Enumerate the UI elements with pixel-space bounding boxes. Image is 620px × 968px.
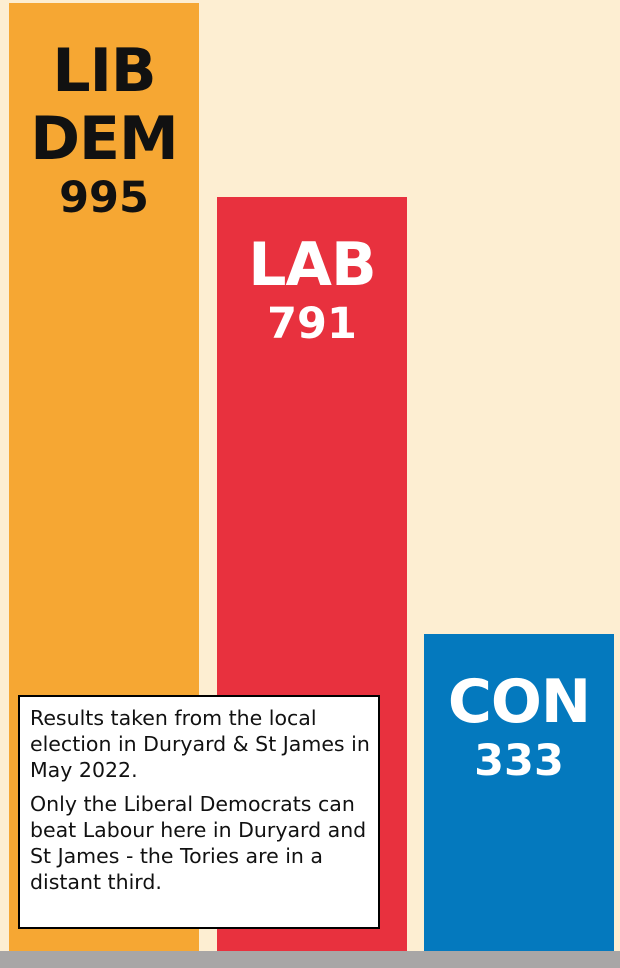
vote-count: 791 bbox=[267, 299, 357, 349]
vote-count: 995 bbox=[59, 173, 149, 223]
party-name: DEM bbox=[30, 104, 179, 174]
note-source-text: Results taken from the local election in… bbox=[30, 706, 370, 782]
bar-label: LAB 791 bbox=[217, 231, 407, 349]
note-box: Results taken from the local election in… bbox=[18, 695, 380, 929]
party-name: CON bbox=[447, 667, 591, 737]
bar-label: CON 333 bbox=[424, 668, 614, 786]
note-claim-text: Only the Liberal Democrats can beat Labo… bbox=[30, 792, 367, 894]
party-name: LAB bbox=[248, 230, 376, 300]
party-name: LIB bbox=[52, 36, 156, 106]
chart-baseline bbox=[0, 951, 620, 968]
vote-count: 333 bbox=[474, 736, 564, 786]
bar-con: CON 333 bbox=[424, 634, 614, 951]
bar-label: LIB DEM 995 bbox=[9, 37, 199, 223]
